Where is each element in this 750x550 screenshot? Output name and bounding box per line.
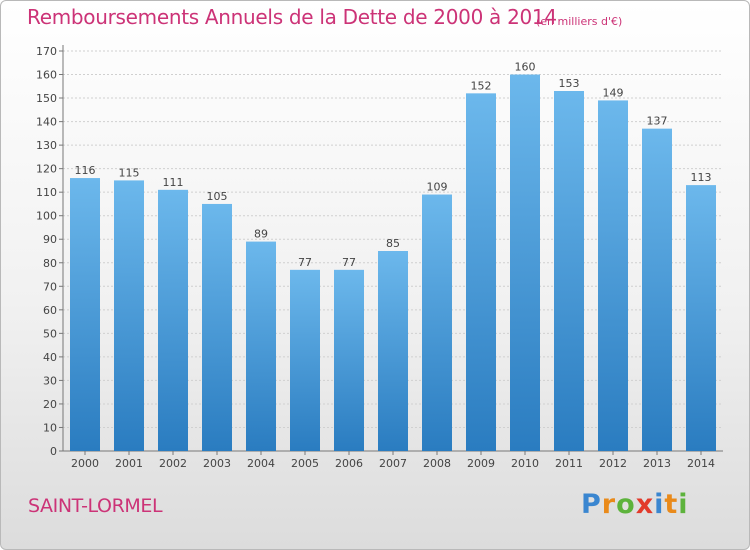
proxiti-logo: Proxiti	[581, 489, 689, 520]
value-label: 85	[386, 237, 400, 250]
x-tick-label: 2012	[599, 457, 627, 470]
x-tick-label: 2004	[247, 457, 275, 470]
x-tick-label: 2002	[159, 457, 187, 470]
value-label: 77	[342, 256, 356, 269]
x-tick-label: 2013	[643, 457, 671, 470]
y-tick-label: 80	[43, 257, 57, 270]
value-label: 89	[254, 228, 268, 241]
y-tick-label: 150	[36, 92, 57, 105]
x-tick-label: 2014	[687, 457, 715, 470]
x-tick-label: 2005	[291, 457, 319, 470]
value-label: 115	[119, 166, 140, 179]
bar-2007	[378, 251, 408, 451]
bar-2001	[114, 180, 144, 452]
bar-2004	[246, 241, 276, 451]
y-tick-label: 90	[43, 233, 57, 246]
y-tick-label: 130	[36, 139, 57, 152]
y-tick-label: 10	[43, 421, 57, 434]
value-label: 152	[471, 79, 492, 92]
bar-2003	[202, 203, 232, 451]
labels: 0 10 20 30 40 50 60 70 80 90 100 110 120 130 140 150 160…	[36, 45, 715, 470]
bar-2010	[510, 74, 540, 451]
bar-2000	[70, 178, 100, 451]
bar-2002	[158, 189, 188, 451]
bar-2005	[290, 269, 320, 451]
bar-2014	[686, 185, 716, 451]
value-label: 113	[691, 171, 712, 184]
y-tick-label: 30	[43, 374, 57, 387]
y-tick-label: 110	[36, 186, 57, 199]
y-tick-label: 120	[36, 163, 57, 176]
commune-name: SAINT-LORMEL	[28, 495, 163, 517]
y-tick-label: 20	[43, 398, 57, 411]
chart-subtitle: (en milliers d'€)	[536, 15, 623, 28]
x-tick-label: 2011	[555, 457, 583, 470]
x-tick-label: 2008	[423, 457, 451, 470]
chart-title: Remboursements Annuels de la Dette de 20…	[27, 5, 557, 29]
y-tick-label: 40	[43, 351, 57, 364]
bar-2009	[466, 93, 496, 452]
bar-2013	[642, 128, 672, 451]
x-tick-label: 2007	[379, 457, 407, 470]
y-tick-label: 0	[50, 445, 57, 458]
value-label: 109	[427, 181, 448, 194]
x-tick-label: 2000	[71, 457, 99, 470]
y-tick-label: 160	[36, 69, 57, 82]
x-tick-label: 2003	[203, 457, 231, 470]
x-tick-label: 2010	[511, 457, 539, 470]
x-tick-label: 2001	[115, 457, 143, 470]
bar-2012	[598, 100, 628, 451]
value-label: 137	[647, 115, 668, 128]
y-tick-label: 140	[36, 116, 57, 129]
bar-2011	[554, 91, 584, 451]
y-tick-label: 100	[36, 210, 57, 223]
y-tick-label: 50	[43, 327, 57, 340]
bar-2006	[334, 269, 364, 451]
y-tick-label: 170	[36, 45, 57, 58]
y-tick-label: 60	[43, 304, 57, 317]
x-tick-label: 2009	[467, 457, 495, 470]
value-label: 77	[298, 256, 312, 269]
y-tick-label: 70	[43, 280, 57, 293]
value-label: 160	[515, 61, 536, 74]
x-tick-label: 2006	[335, 457, 363, 470]
value-label: 116	[75, 164, 96, 177]
value-label: 149	[603, 86, 624, 99]
bars	[70, 74, 716, 452]
value-label: 153	[559, 77, 580, 90]
bar-2008	[422, 194, 452, 451]
value-label: 105	[207, 190, 228, 203]
value-label: 111	[163, 176, 184, 189]
